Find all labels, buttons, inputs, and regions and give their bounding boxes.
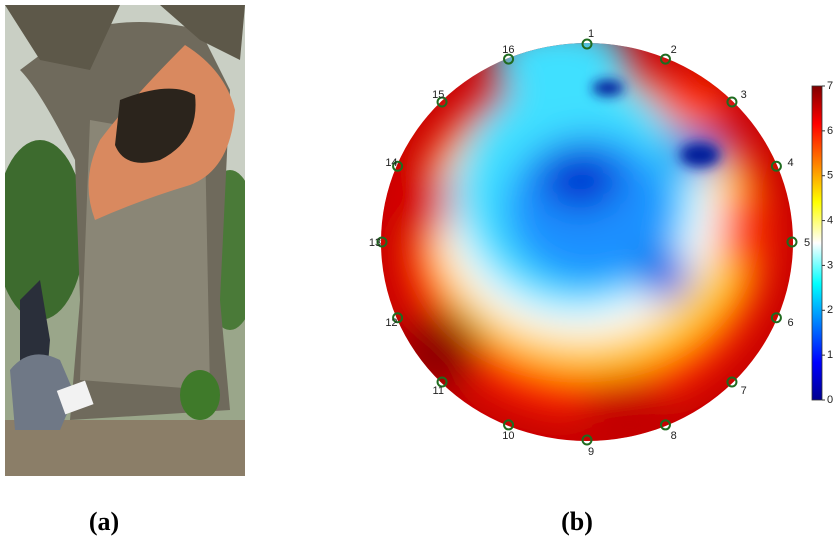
sensor-label: 10 <box>502 430 514 442</box>
colorbar-tick-label: 1 <box>827 349 833 361</box>
colorbar-tick-label: 5 <box>827 170 833 182</box>
colorbar-tick-label: 7 <box>827 80 833 92</box>
colorbar-tick-label: 2 <box>827 304 833 316</box>
sensor-label: 12 <box>385 317 397 329</box>
photo <box>0 5 260 476</box>
sensor-label: 4 <box>787 157 793 169</box>
sensor-label: 2 <box>671 44 677 56</box>
colorbar-tick-label: 3 <box>827 259 833 271</box>
sensor-label: 1 <box>588 28 594 40</box>
colorbar <box>812 86 822 400</box>
sensor-label: 7 <box>741 385 747 397</box>
colorbar-tick-label: 6 <box>827 125 833 137</box>
sensor-label: 15 <box>432 89 444 101</box>
panel-label: (b) <box>561 507 593 536</box>
sensor-label: 11 <box>433 385 444 397</box>
sensor-label: 6 <box>787 317 793 329</box>
colorbar-tick-label: 4 <box>827 214 833 226</box>
colorbar-tick-label: 0 <box>827 394 833 406</box>
figure: 01234567 12345678910111213141516 (a) (b) <box>0 0 834 542</box>
sensor-label: 14 <box>385 157 397 169</box>
sensor-label: 13 <box>369 237 381 249</box>
sensor-label: 16 <box>502 44 514 56</box>
sensor-label: 9 <box>588 446 594 458</box>
sensor-label: 5 <box>804 237 810 249</box>
sensor-label: 8 <box>671 430 677 442</box>
sensor-label: 3 <box>741 89 747 101</box>
panel-label: (a) <box>89 507 119 536</box>
